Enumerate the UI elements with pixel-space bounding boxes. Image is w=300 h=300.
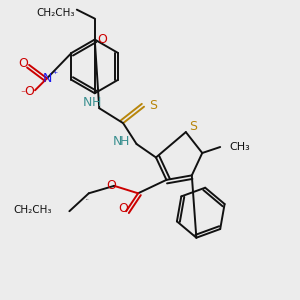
Text: CH₃: CH₃ — [230, 142, 250, 152]
Text: N: N — [112, 134, 122, 148]
Text: S: S — [189, 120, 197, 133]
Text: H: H — [120, 134, 129, 148]
Text: O: O — [118, 202, 128, 215]
Text: O: O — [24, 85, 34, 98]
Text: N: N — [42, 72, 52, 85]
Text: ethyl: ethyl — [85, 199, 89, 200]
Text: CH₂CH₃: CH₂CH₃ — [13, 205, 52, 215]
Text: CH₂CH₃: CH₂CH₃ — [37, 8, 75, 18]
Text: O: O — [97, 33, 107, 46]
Text: ⁺: ⁺ — [52, 70, 57, 80]
Text: S: S — [149, 99, 157, 112]
Text: ⁻: ⁻ — [20, 89, 25, 100]
Text: H: H — [92, 96, 101, 109]
Text: N: N — [82, 96, 92, 109]
Text: O: O — [106, 179, 116, 192]
Text: O: O — [18, 57, 28, 70]
